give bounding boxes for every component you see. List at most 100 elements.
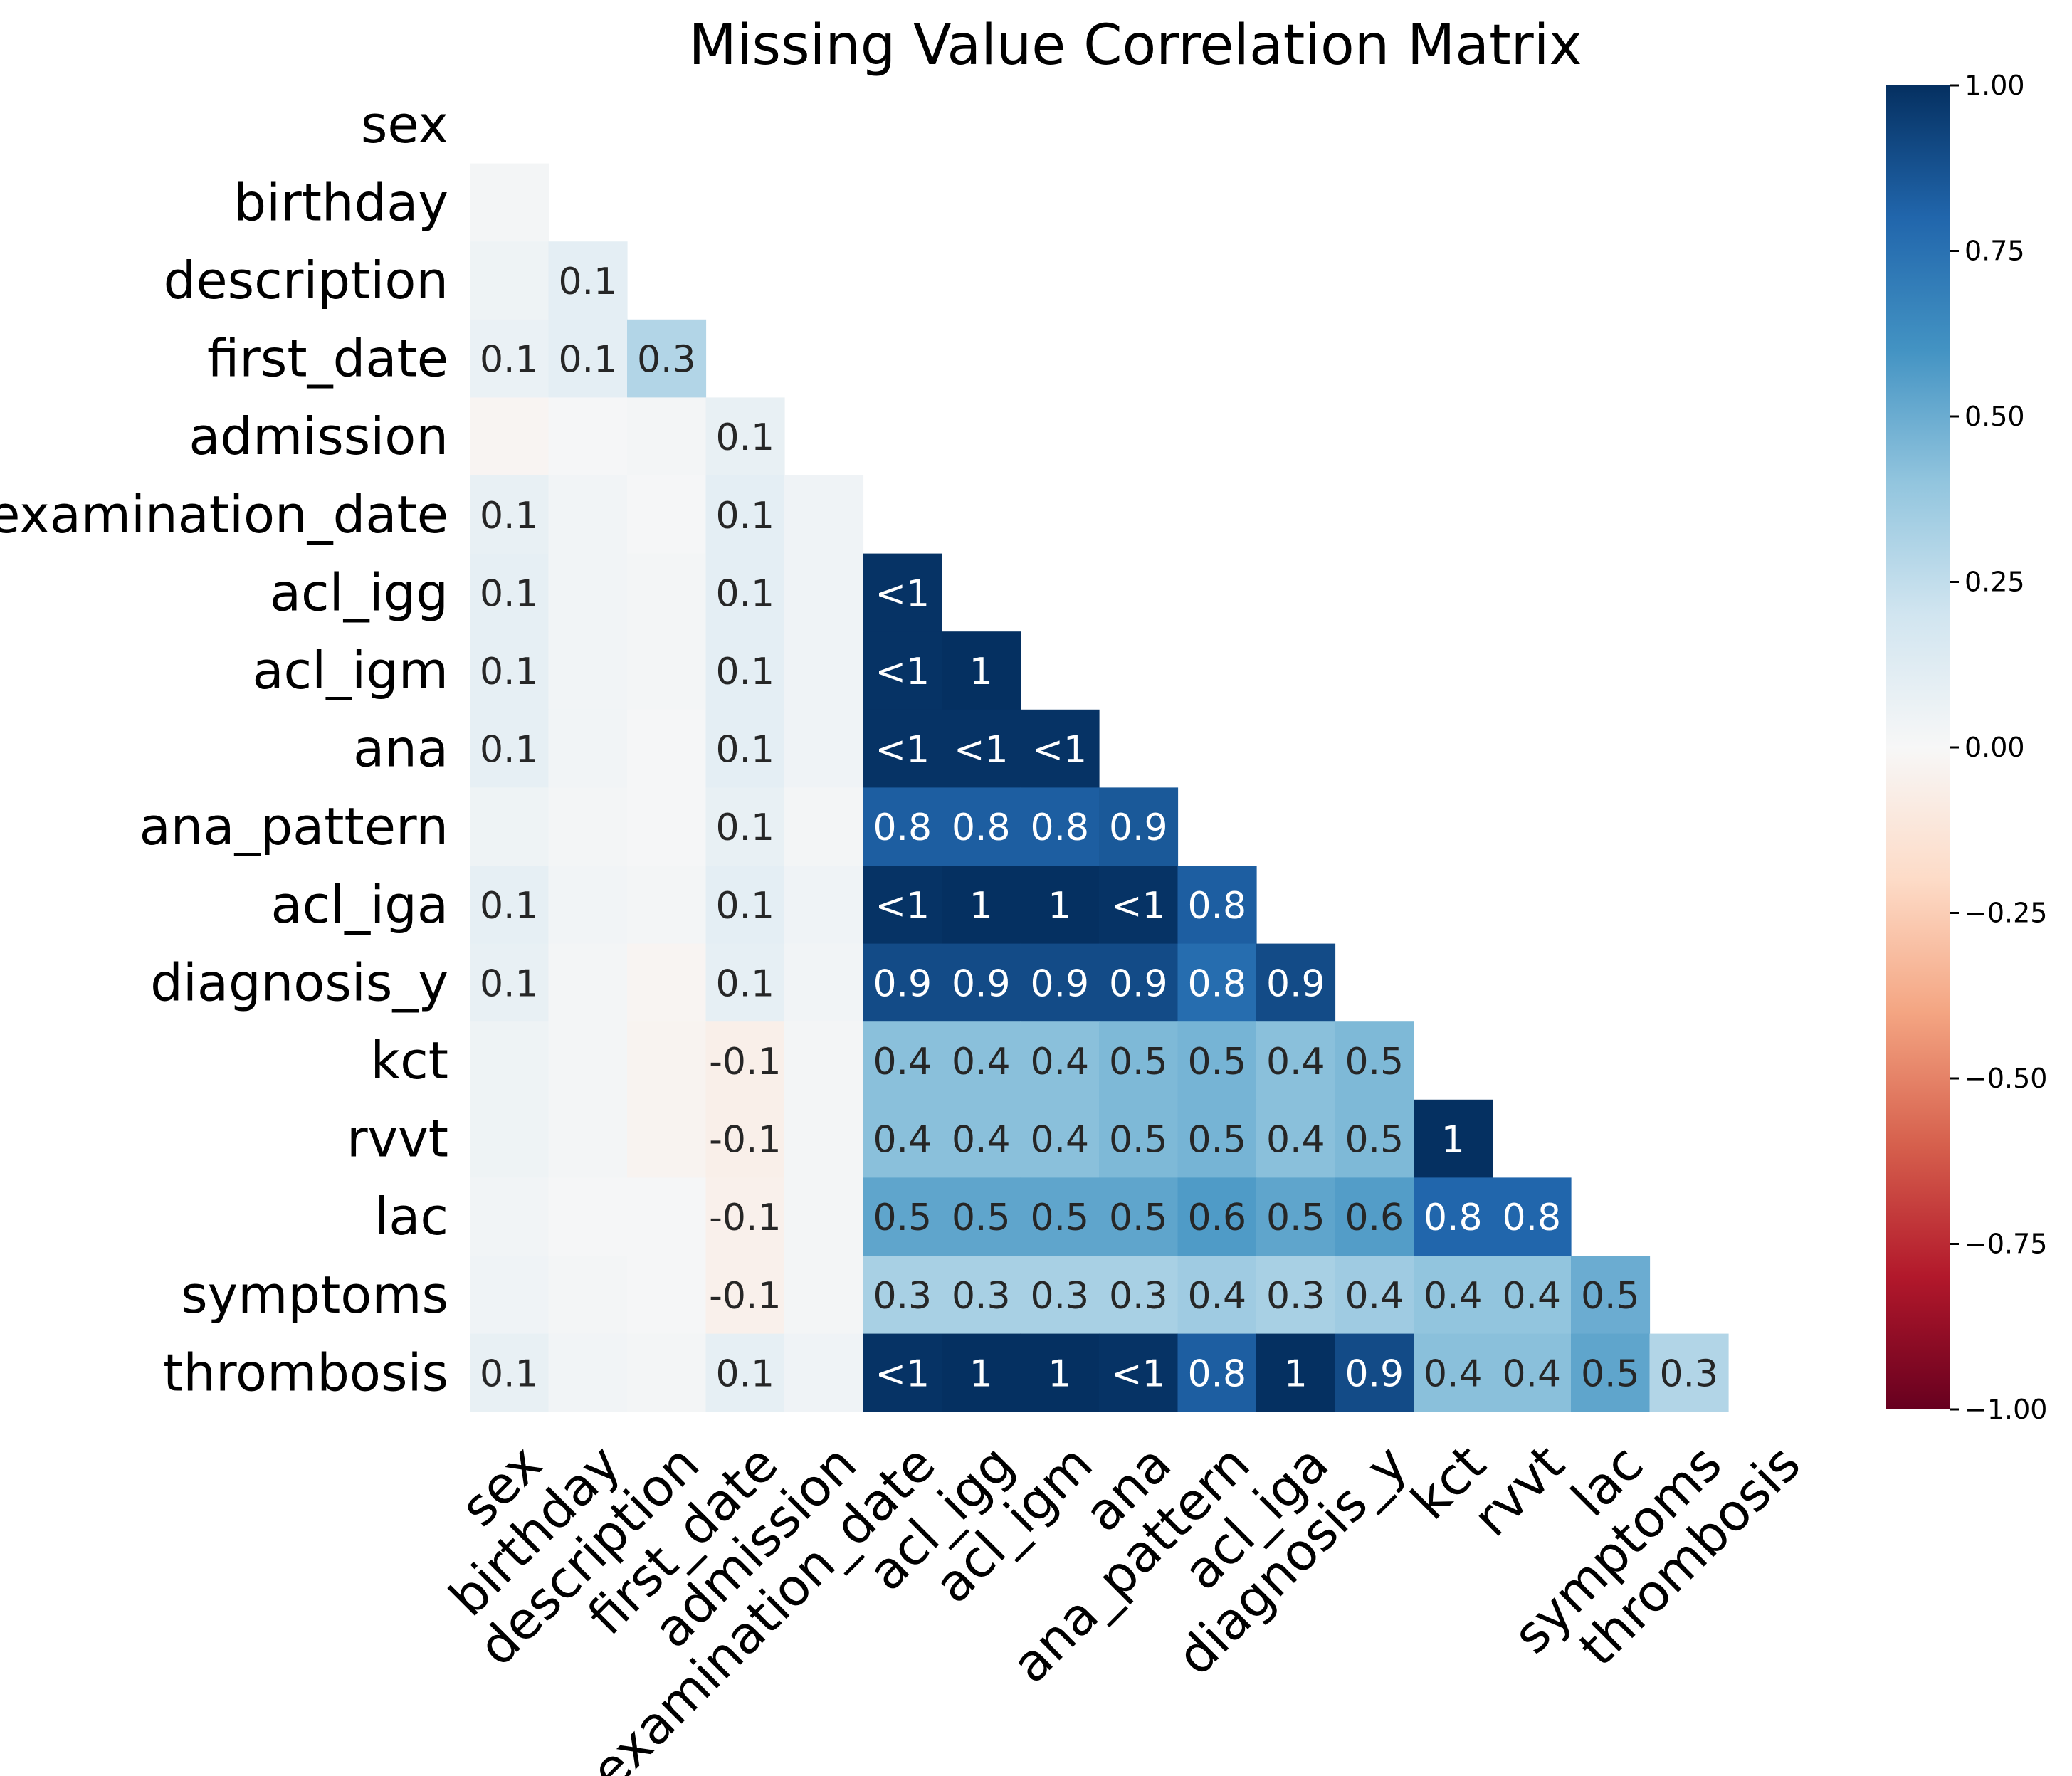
- heatmap-cell-first_date-sex: [470, 319, 549, 398]
- cell-label-rvvt-ana: 0.5: [1109, 1119, 1168, 1162]
- cell-label-diagnosis_y-ana_pattern: 0.8: [1187, 962, 1246, 1005]
- cell-label-symptoms-rvvt: 0.4: [1502, 1275, 1561, 1318]
- heatmap-cell-lac-examination_date: [863, 1177, 942, 1256]
- heatmap-cell-rvvt-diagnosis_y: [1335, 1099, 1414, 1178]
- heatmap-cell-rvvt-acl_iga: [1256, 1099, 1336, 1178]
- colorbar-tick-label: −1.00: [1965, 1394, 2047, 1425]
- cell-label-kct-ana: 0.5: [1109, 1041, 1168, 1083]
- heatmap-cell-rvvt-acl_igm: [1020, 1099, 1100, 1178]
- heatmap-cell-acl_iga-admission: [784, 866, 864, 945]
- heatmap-cell-rvvt-ana_pattern: [1177, 1099, 1257, 1178]
- cell-label-symptoms-acl_igm: 0.3: [1030, 1275, 1089, 1318]
- cell-label-lac-kct: 0.8: [1424, 1197, 1483, 1239]
- cell-label-diagnosis_y-ana: 0.9: [1109, 962, 1168, 1005]
- row-label-birthday: birthday: [233, 172, 448, 232]
- heatmap-cell-acl_iga-acl_igg: [942, 866, 1021, 945]
- cell-label-symptoms-ana_pattern: 0.4: [1187, 1275, 1246, 1318]
- column-label-rvvt: rvvt: [1461, 1434, 1576, 1548]
- colorbar-tick-label: 0.25: [1965, 567, 2025, 598]
- heatmap-cell-rvvt-first_date: [705, 1099, 785, 1178]
- heatmap-cell-diagnosis_y-acl_igm: [1020, 943, 1100, 1022]
- heatmap-cell-ana_pattern-sex: [470, 787, 549, 866]
- cell-label-examination_date-sex: 0.1: [480, 495, 539, 537]
- heatmap-cell-acl_igg-first_date: [705, 553, 785, 632]
- heatmap-cell-thrombosis-acl_igg: [942, 1333, 1021, 1412]
- cell-label-symptoms-acl_igg: 0.3: [952, 1275, 1011, 1318]
- heatmap-cell-ana-birthday: [548, 709, 628, 788]
- heatmap-cell-lac-sex: [470, 1177, 549, 1256]
- heatmap-cell-ana_pattern-first_date: [705, 787, 785, 866]
- heatmap-cell-thrombosis-sex: [470, 1333, 549, 1412]
- heatmap-cell-diagnosis_y-admission: [784, 943, 864, 1022]
- colorbar-tick-label: 1.00: [1965, 70, 2025, 101]
- cell-label-ana_pattern-acl_igg: 0.8: [952, 806, 1011, 849]
- heatmap-cell-ana_pattern-description: [627, 787, 707, 866]
- row-labels: sex birthday description first_date admissio…: [0, 95, 448, 1403]
- heatmap-cell-thrombosis-first_date: [705, 1333, 785, 1412]
- colorbar-tick-label: 0.75: [1965, 236, 2025, 267]
- heatmap-cell-rvvt-ana: [1099, 1099, 1179, 1178]
- heatmap-cell-ana_pattern-birthday: [548, 787, 628, 866]
- heatmap-cell-symptoms-ana: [1099, 1256, 1179, 1335]
- cell-label-thrombosis-first_date: 0.1: [715, 1352, 774, 1395]
- heatmap-cell-acl_iga-acl_igm: [1020, 866, 1100, 945]
- cell-label-kct-first_date: -0.1: [709, 1041, 781, 1083]
- cell-label-kct-examination_date: 0.4: [873, 1041, 932, 1083]
- cell-label-symptoms-first_date: -0.1: [709, 1275, 781, 1318]
- cell-label-acl_iga-first_date: 0.1: [715, 885, 774, 928]
- heatmap-cell-examination_date-first_date: [705, 475, 785, 555]
- cell-label-lac-rvvt: 0.8: [1502, 1197, 1561, 1239]
- heatmap-cell-rvvt-description: [627, 1099, 707, 1178]
- cell-label-rvvt-first_date: -0.1: [709, 1119, 781, 1162]
- cell-label-thrombosis-kct: 0.4: [1424, 1352, 1483, 1395]
- heatmap-cell-acl_iga-first_date: [705, 866, 785, 945]
- heatmap-cell-diagnosis_y-sex: [470, 943, 549, 1022]
- colorbar-tick-label: 0.50: [1965, 401, 2025, 432]
- heatmap-cell-thrombosis-acl_igm: [1020, 1333, 1100, 1412]
- cell-label-acl_igg-sex: 0.1: [480, 572, 539, 615]
- cell-label-acl_iga-acl_igg: 1: [969, 885, 993, 928]
- heatmap-cells: 0.1 0.1 0.1 0.3 0.1 0.1 0.1 0.1 0.1 <1 0.1 0.1 <1 1 0.…: [470, 163, 1729, 1412]
- heatmap-cell-lac-ana: [1099, 1177, 1179, 1256]
- cell-label-rvvt-diagnosis_y: 0.5: [1345, 1119, 1404, 1162]
- colorbar-tick-label: 0.00: [1965, 732, 2025, 763]
- cell-label-thrombosis-symptoms: 0.3: [1659, 1352, 1718, 1395]
- heatmap-cell-kct-acl_iga: [1256, 1021, 1336, 1100]
- heatmap-cell-acl_igg-description: [627, 553, 707, 632]
- cell-label-thrombosis-ana_pattern: 0.8: [1187, 1352, 1246, 1395]
- heatmap-cell-thrombosis-examination_date: [863, 1333, 942, 1412]
- cell-label-ana_pattern-examination_date: 0.8: [873, 806, 932, 849]
- heatmap-cell-acl_iga-ana: [1099, 866, 1179, 945]
- cell-label-ana-sex: 0.1: [480, 729, 539, 772]
- cell-label-kct-acl_igg: 0.4: [952, 1041, 1011, 1083]
- heatmap-cell-first_date-birthday: [548, 319, 628, 398]
- cell-label-acl_igm-sex: 0.1: [480, 651, 539, 693]
- heatmap-cell-diagnosis_y-ana: [1099, 943, 1179, 1022]
- heatmap-cell-symptoms-acl_iga: [1256, 1256, 1336, 1335]
- heatmap-cell-kct-acl_igm: [1020, 1021, 1100, 1100]
- colorbar-tick-label: −0.50: [1965, 1063, 2047, 1094]
- heatmap-cell-acl_igg-birthday: [548, 553, 628, 632]
- heatmap-cell-thrombosis-description: [627, 1333, 707, 1412]
- row-label-rvvt: rvvt: [347, 1109, 448, 1169]
- cell-label-thrombosis-acl_iga: 1: [1284, 1352, 1308, 1395]
- cell-label-thrombosis-acl_igm: 1: [1048, 1352, 1071, 1395]
- cell-label-first_date-sex: 0.1: [480, 339, 539, 382]
- cell-label-acl_igm-acl_igg: 1: [969, 651, 993, 693]
- cell-label-lac-diagnosis_y: 0.6: [1345, 1197, 1404, 1239]
- heatmap-cell-lac-diagnosis_y: [1335, 1177, 1414, 1256]
- colorbar-gradient: [1886, 85, 1950, 1409]
- heatmap-cell-lac-first_date: [705, 1177, 785, 1256]
- row-label-acl_iga: acl_iga: [270, 875, 448, 935]
- heatmap-cell-symptoms-acl_igg: [942, 1256, 1021, 1335]
- cell-label-kct-diagnosis_y: 0.5: [1345, 1041, 1404, 1083]
- cell-label-thrombosis-diagnosis_y: 0.9: [1345, 1352, 1404, 1395]
- heatmap-cell-examination_date-description: [627, 475, 707, 555]
- cell-label-lac-ana: 0.5: [1109, 1197, 1168, 1239]
- heatmap-cell-symptoms-sex: [470, 1256, 549, 1335]
- cell-label-symptoms-kct: 0.4: [1424, 1275, 1483, 1318]
- heatmap-cell-symptoms-acl_igm: [1020, 1256, 1100, 1335]
- cell-label-kct-acl_igm: 0.4: [1030, 1041, 1089, 1083]
- heatmap-cell-thrombosis-admission: [784, 1333, 864, 1412]
